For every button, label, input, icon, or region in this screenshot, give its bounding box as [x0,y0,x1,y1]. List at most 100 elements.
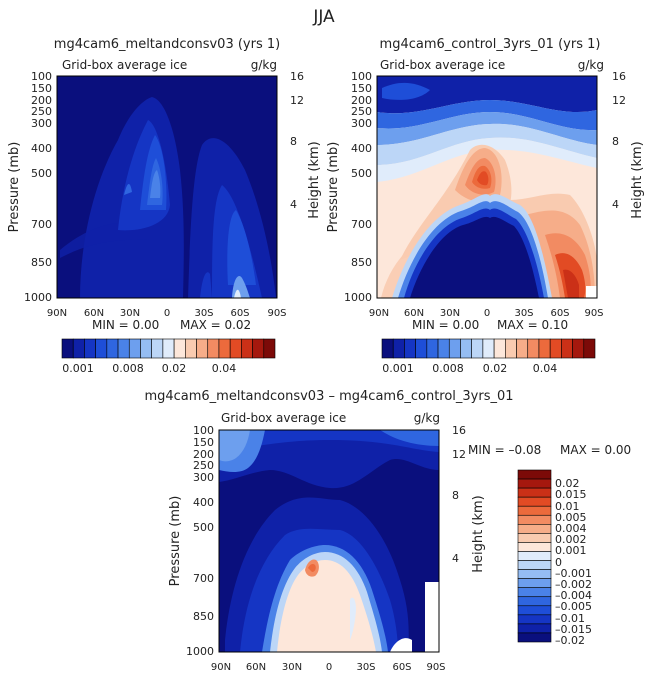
panel-a-htick: 12 [290,94,304,107]
panel-c-ytick: 400 [193,496,214,509]
panel-c-xtick: 90N [211,662,231,673]
colorbar-diff-swatch [517,469,552,480]
colorbar-diff-label: 0.015 [555,488,587,501]
colorbar-swatch [505,338,517,359]
panel-b-height-ticks: 16 12 8 4 [612,70,626,211]
panel-b-xtick: 30N [440,308,460,319]
colorbar-swatch [151,338,164,359]
colorbar-diff-label: 0.004 [555,522,587,535]
colorbar-diff-swatch [517,623,552,634]
colorbar-swatch [381,338,394,359]
panel-a-x-ticks: 90N 60N 30N 0 30S 60S 90S [47,308,287,319]
colorbar-diff-swatch [517,524,552,534]
panel-c-xtick: 90S [426,662,445,673]
colorbar-diff-label: –0.002 [555,578,592,591]
colorbar-diff-swatch [517,614,552,625]
colorbar-swatch [252,338,265,359]
panel-c-ytick: 1000 [186,645,214,658]
panel-b-htick: 4 [612,198,619,211]
colorbar-swatch [162,338,175,359]
panel-c-xtick: 60N [246,662,266,673]
panel-c-frame [218,429,440,653]
panel-c-y-ticks: 100 150 200 250 300 400 500 700 850 1000 [186,424,214,658]
panel-a-title: mg4cam6_meltandconsv03 (yrs 1) [54,37,280,52]
colorbar-label: 0.008 [112,362,144,375]
colorbar-swatch [482,338,495,359]
colorbar-swatch [196,338,209,359]
panel-a-xtick: 30S [194,308,213,319]
colorbar-swatch [128,338,141,359]
panel-b-ylabel-right: Height (km) [630,141,645,218]
colorbar-swatch [583,338,596,359]
colorbar-diff-label: 0.01 [555,500,580,513]
colorbar-swatch [460,338,472,359]
colorbar-label: 0.04 [212,362,237,375]
colorbar-diff-label: 0.001 [555,544,587,557]
panel-c-title: mg4cam6_meltandconsv03 – mg4cam6_control… [144,389,513,404]
panel-c: mg4cam6_meltandconsv03 – mg4cam6_control… [144,389,631,673]
panel-b-frame [376,75,598,299]
colorbar-swatch [538,338,551,359]
panel-c-unit-label: g/kg [414,411,440,425]
colorbar-swatch [415,338,428,359]
panel-a-xtick: 60N [84,308,104,319]
panel-b-htick: 16 [612,70,626,83]
panel-c-max: MAX = 0.00 [560,443,631,457]
page-title: JJA [312,7,335,27]
panel-a-ytick: 100 [31,70,52,83]
panel-b-ytick: 400 [351,142,372,155]
panel-a-frame [56,75,278,299]
panel-a-ytick: 1000 [24,291,52,304]
panel-c-xtick: 30N [282,662,302,673]
panel-b-xtick: 0 [484,308,490,319]
panel-c-xtick: 60S [392,662,411,673]
panel-c-min: MIN = –0.08 [468,443,541,457]
colorbar-label: 0.02 [162,362,187,375]
colorbar-diff-swatch [517,514,552,525]
panel-b-ytick: 700 [351,218,372,231]
colorbar-diff-swatch [517,533,552,543]
panel-c-xtick: 30S [356,662,375,673]
colorbar-swatch [561,338,573,359]
panel-a-max: MAX = 0.02 [180,318,251,332]
panel-b-xtick: 60S [550,308,569,319]
panel-b-xtick: 90S [584,308,603,319]
colorbar-swatch [426,338,439,359]
colorbar-diff-swatch [517,505,552,516]
colorbar-swatch [140,338,152,359]
panel-b-ytick: 150 [351,82,372,95]
panel-b-contours [377,76,597,298]
panel-b-title: mg4cam6_control_3yrs_01 (yrs 1) [380,37,601,52]
colorbar-diff-swatch [517,487,552,498]
panel-c-contours [219,430,439,652]
colorbar-diff-swatch [517,587,552,598]
colorbar-swatch [263,338,276,359]
panel-c-ytick: 100 [193,424,214,437]
panel-a-xtick: 30N [120,308,140,319]
colorbar-diff-label: –0.01 [555,612,585,625]
panel-b-xtick: 90N [369,308,389,319]
colorbar-swatch [241,338,253,359]
colorbar-swatch [516,338,529,359]
colorbar-diff-swatch [517,632,552,643]
colorbar-swatch [404,338,416,359]
colorbar-diff-labels: 0.02 0.015 0.01 0.005 0.004 0.002 0.001 … [555,477,592,647]
colorbar-label: 0.001 [382,362,414,375]
colorbar-diff-label: 0.002 [555,533,587,546]
colorbar-diff-swatch [517,569,552,579]
colorbar-b [381,338,596,359]
colorbar-a [61,338,276,359]
colorbar-diff-label: –0.004 [555,589,592,602]
panel-a-ytick: 200 [31,94,52,107]
colorbar-diff-label: 0.02 [555,477,580,490]
panel-c-ytick: 150 [193,436,214,449]
colorbar-diff-label: –0.015 [555,623,592,636]
panel-b-ytick: 300 [351,117,372,130]
colorbar-diff-swatch [517,478,552,489]
panel-b-ytick: 250 [351,105,372,118]
colorbar-swatch [84,338,96,359]
panel-a-ytick: 500 [31,167,52,180]
panel-a-xtick: 90N [47,308,67,319]
panel-c-ylabel-right: Height (km) [471,495,486,572]
colorbar-diff-swatch [517,578,552,588]
